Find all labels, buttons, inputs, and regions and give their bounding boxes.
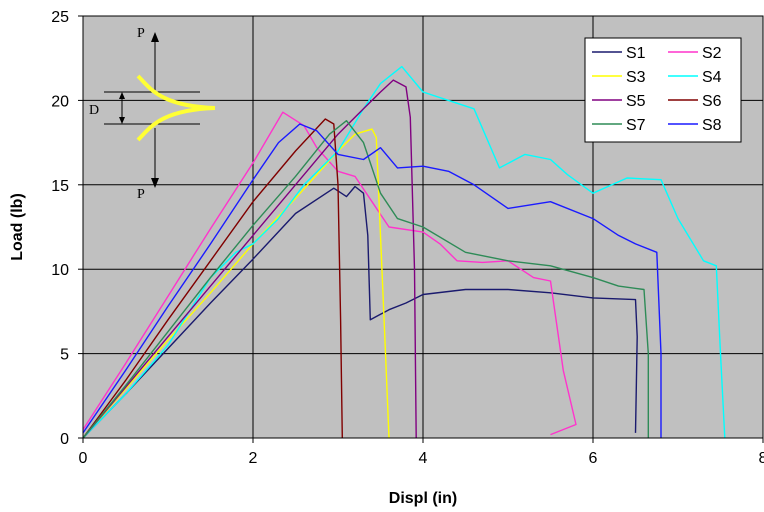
inset-middle-label: D: [89, 103, 99, 118]
gridlines: [78, 15, 764, 443]
legend-label-s4: S4: [702, 69, 722, 86]
y-tick-label: 10: [51, 262, 69, 279]
x-axis-title: Displ (in): [389, 490, 457, 507]
inset-bottom-label: P: [137, 187, 145, 202]
series-lines: [82, 65, 726, 439]
legend-label-s5: S5: [626, 93, 646, 110]
dim-arrowhead-up-icon: [119, 92, 125, 99]
x-tick-label: 4: [419, 450, 428, 467]
legend-label-s8: S8: [702, 117, 722, 134]
y-tick-labels: 0 5 10 15 20 25: [51, 9, 69, 448]
x-tick-label: 8: [759, 450, 764, 467]
specimen-lower-arm: [136, 106, 216, 142]
specimen-inset-diagram: P D P: [89, 26, 216, 202]
bottom-arrowhead-icon: [151, 178, 159, 188]
series-line-s1: [82, 185, 638, 439]
legend-label-s3: S3: [626, 69, 646, 86]
y-axis-title: Load (lb): [9, 193, 26, 261]
y-tick-label: 5: [60, 347, 69, 364]
y-tick-label: 20: [51, 93, 69, 110]
inset-top-label: P: [137, 26, 145, 41]
x-tick-label: 0: [79, 450, 88, 467]
x-tick-labels: 0 2 4 6 8: [79, 450, 764, 467]
series-line-s7: [82, 119, 649, 439]
x-tick-label: 6: [589, 450, 598, 467]
legend-label-s2: S2: [702, 45, 722, 62]
legend: S1 S2 S3 S4 S5 S6 S7 S8: [584, 37, 742, 143]
series-line-s8: [82, 123, 662, 438]
plot-border: [82, 15, 764, 439]
legend-label-s1: S1: [626, 45, 646, 62]
legend-label-s7: S7: [626, 117, 646, 134]
specimen-upper-arm: [136, 74, 216, 110]
legend-label-s6: S6: [702, 93, 722, 110]
y-tick-label: 0: [60, 431, 69, 448]
legend-items: S1 S2 S3 S4 S5 S6 S7 S8: [592, 45, 722, 134]
series-line-s6: [82, 118, 343, 439]
dim-arrowhead-down-icon: [119, 117, 125, 124]
series-line-s2: [82, 111, 577, 436]
y-tick-label: 25: [51, 9, 69, 26]
x-tick-label: 2: [249, 450, 258, 467]
top-arrowhead-icon: [151, 32, 159, 42]
y-tick-label: 15: [51, 178, 69, 195]
series-line-s5: [82, 79, 417, 439]
